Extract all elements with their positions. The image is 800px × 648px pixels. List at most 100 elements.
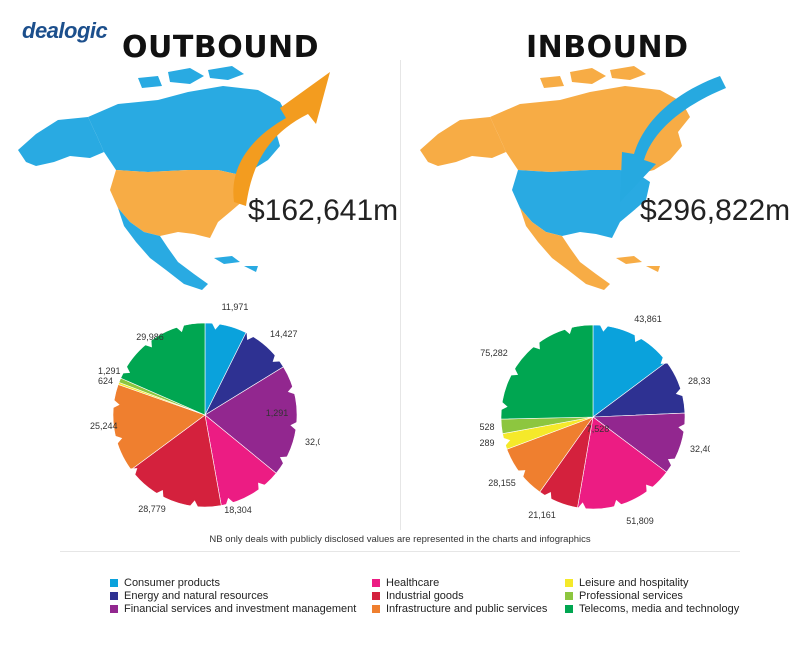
legend-item: Healthcare <box>372 576 547 589</box>
pie-rim-notch <box>121 365 131 374</box>
pie-rim-notch <box>678 423 686 433</box>
outbound-pie-chart: 11,97114,42732,01718,30428,77925,2446241… <box>90 302 320 515</box>
pie-rim-notch <box>646 484 655 493</box>
inbound-map <box>420 66 726 290</box>
legend-label: Healthcare <box>386 576 440 589</box>
pie-rim-notch <box>211 322 221 330</box>
pie-rim-notch <box>599 324 609 332</box>
legend-label: Leisure and hospitality <box>579 576 689 589</box>
pie-rim-notch <box>225 497 235 506</box>
legend-item: Energy and natural resources <box>110 589 356 602</box>
dealogic-logo: dealogic <box>22 18 108 43</box>
inbound-pie-chart: 43,861 28,336 32,401 51,809 21,161 28,155 8,28… <box>480 314 710 526</box>
pie-data-label: 14,427 <box>270 329 298 339</box>
legend-item: Leisure and hospitality <box>565 576 739 589</box>
pie-rim-notch <box>114 435 123 445</box>
pie-rim-notch <box>613 499 623 508</box>
pie-rim-notch <box>112 399 120 409</box>
outbound-map-canada <box>88 66 288 174</box>
pie-rim-notch <box>258 482 267 491</box>
legend-label: Infrastructure and public services <box>386 602 548 615</box>
inbound-arrow-icon <box>620 76 726 202</box>
pie-data-label: 28,779 <box>138 504 166 514</box>
pie-data-label: 29,986 <box>136 332 164 342</box>
legend-swatch <box>372 604 380 613</box>
pie-data-label: 25,244 <box>90 421 118 431</box>
pie-rim-notch <box>143 339 152 348</box>
pie-rim-notch <box>189 500 199 508</box>
pie-rim-notch <box>660 355 669 364</box>
inbound-map-alaska <box>420 117 506 166</box>
pie-data-label: 32,017 <box>305 437 320 447</box>
legend-label: Professional services <box>579 589 683 602</box>
pie-data-label: 7,528 <box>480 422 495 432</box>
pie-rim-notch <box>290 421 298 431</box>
column-divider <box>400 60 401 530</box>
legend-label: Telecoms, media and technology <box>579 602 740 615</box>
footnote: NB only deals with publicly disclosed va… <box>209 534 591 545</box>
legend-column-3: Leisure and hospitality Professional ser… <box>565 576 739 615</box>
outbound-total: $162,641m <box>248 194 399 227</box>
legend-swatch <box>110 604 118 613</box>
pie-data-label: 51,809 <box>626 516 654 526</box>
pie-rim-notch <box>500 401 508 411</box>
legend-label: Consumer products <box>124 576 220 589</box>
legend-swatch <box>110 591 118 600</box>
inbound-map-mexico <box>520 208 660 290</box>
legend-swatch <box>565 591 573 600</box>
pie-rim-notch <box>543 491 552 501</box>
legend-item: Industrial goods <box>372 589 547 602</box>
pie-data-label: 624 <box>98 376 113 386</box>
legend-item: Telecoms, media and technology <box>565 602 739 615</box>
pie-rim-notch <box>509 367 519 376</box>
pie-rim-notch <box>287 385 296 395</box>
pie-rim-notch <box>502 437 511 447</box>
legend-item: Infrastructure and public services <box>372 602 547 615</box>
pie-data-label: 18,304 <box>224 505 252 515</box>
horizontal-rule <box>60 551 740 552</box>
outbound-title: OUTBOUND <box>122 30 320 65</box>
legend-label: Energy and natural resources <box>124 589 269 602</box>
pie-data-label: 32,401 <box>690 444 710 454</box>
pie-rim-notch <box>246 331 255 341</box>
inbound-map-usa <box>512 170 650 238</box>
legend-swatch <box>110 578 118 587</box>
pie-rim-notch <box>129 468 138 477</box>
outbound-map-usa <box>110 170 248 238</box>
pie-data-label: 11,971 <box>222 302 249 312</box>
pie-data-label: 43,861 <box>634 314 662 324</box>
legend-label: Financial services and investment manage… <box>124 602 357 615</box>
legend-swatch <box>565 578 573 587</box>
pie-rim-notch <box>155 489 164 499</box>
legend-item: Professional services <box>565 589 739 602</box>
pie-rim-notch <box>531 341 540 350</box>
pie-rim-notch <box>272 353 281 362</box>
pie-rim-notch <box>667 458 677 467</box>
legend-item: Consumer products <box>110 576 356 589</box>
legend-column-1: Consumer products Energy and natural res… <box>110 576 356 615</box>
legend-swatch <box>565 604 573 613</box>
pie-inner-label: 1,291 <box>266 408 289 418</box>
pie-data-label: 8,289 <box>480 438 495 448</box>
outbound-map-mexico <box>118 208 258 290</box>
outbound-map-alaska <box>18 117 104 166</box>
pie-slice <box>204 366 298 474</box>
pie-rim-notch <box>175 324 185 333</box>
pie-inner-label: 7,528 <box>587 424 610 434</box>
outbound-map <box>18 66 330 290</box>
legend-swatch <box>372 578 380 587</box>
pie-rim-notch <box>634 333 643 343</box>
pie-data-label: 1,291 <box>98 366 121 376</box>
outbound-arrow-icon <box>233 72 330 206</box>
inbound-total: $296,822m <box>640 194 791 227</box>
pie-data-label: 28,155 <box>488 478 516 488</box>
pie-rim-notch <box>577 502 587 510</box>
pie-rim-notch <box>517 470 526 479</box>
pie-rim-notch <box>563 326 573 335</box>
legend-label: Industrial goods <box>386 589 464 602</box>
pie-rim-notch <box>279 456 289 465</box>
legend-swatch <box>372 591 380 600</box>
legend-column-2: Healthcare Industrial goods Infrastructu… <box>372 576 547 615</box>
inbound-title: INBOUND <box>526 30 689 65</box>
pie-data-label: 75,282 <box>480 348 508 358</box>
